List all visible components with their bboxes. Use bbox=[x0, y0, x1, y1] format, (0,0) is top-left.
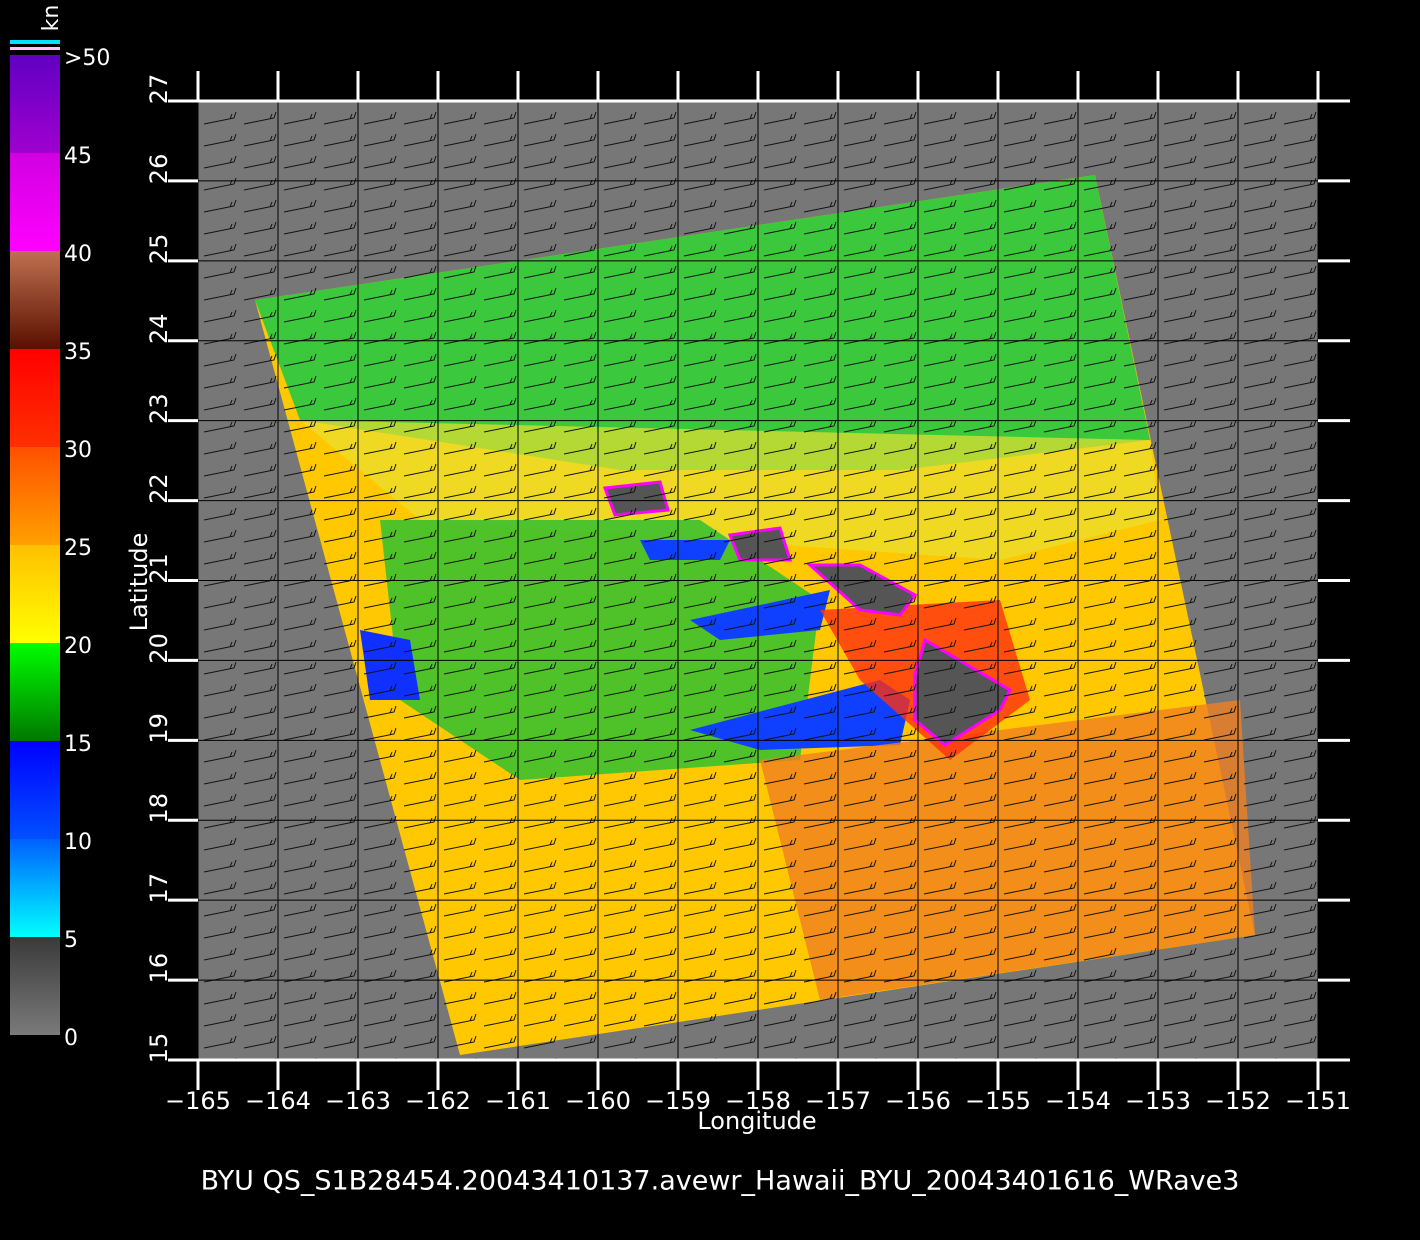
colorbar-unit: kn bbox=[39, 5, 64, 32]
x-axis-label: Longitude bbox=[697, 1107, 816, 1135]
x-tick-label: −157 bbox=[805, 1087, 871, 1115]
y-tick-label: 25 bbox=[145, 234, 173, 265]
colorbar-band bbox=[10, 447, 60, 545]
colorbar-tick-label: 40 bbox=[64, 242, 92, 267]
colorbar-band bbox=[10, 643, 60, 741]
axes: −165 −164 −163 −162 −161 −160 −159 −158 −157 −156… bbox=[145, 71, 1351, 1115]
colorbar-tick-label: >50 bbox=[64, 46, 110, 71]
map-area bbox=[198, 101, 1318, 1060]
x-tick-label: −165 bbox=[165, 1087, 231, 1115]
y-tick-label: 17 bbox=[145, 873, 173, 904]
colorbar: 0 5 10 15 20 25 30 35 40 45 >50 bbox=[10, 40, 110, 1051]
colorbar-tick-label: 5 bbox=[64, 928, 78, 953]
y-tick-label: 23 bbox=[145, 393, 173, 424]
y-tick-label: 20 bbox=[145, 633, 173, 664]
x-tick-label: −163 bbox=[325, 1087, 391, 1115]
grid bbox=[198, 101, 1318, 1060]
colorbar-band bbox=[10, 937, 60, 1035]
colorbar-tick-label: 10 bbox=[64, 830, 92, 855]
x-tick-label: −152 bbox=[1205, 1087, 1271, 1115]
x-tick-label: −162 bbox=[405, 1087, 471, 1115]
x-tick-label: −159 bbox=[645, 1087, 711, 1115]
x-tick-label: −153 bbox=[1125, 1087, 1191, 1115]
x-tick-label: −151 bbox=[1285, 1087, 1351, 1115]
x-tick-label: −164 bbox=[245, 1087, 311, 1115]
y-axis-label: Latitude bbox=[125, 533, 153, 632]
colorbar-band bbox=[10, 741, 60, 839]
y-tick-label: 27 bbox=[145, 74, 173, 105]
y-tick-label: 24 bbox=[145, 313, 173, 344]
x-tick-label: −155 bbox=[965, 1087, 1031, 1115]
colorbar-cap bbox=[10, 40, 60, 44]
x-tick-label: −160 bbox=[565, 1087, 631, 1115]
y-tick-label: 22 bbox=[145, 473, 173, 504]
colorbar-tick-label: 0 bbox=[64, 1026, 78, 1051]
x-tick-label: −158 bbox=[725, 1087, 791, 1115]
colorbar-band bbox=[10, 153, 60, 251]
colorbar-tick-label: 20 bbox=[64, 634, 92, 659]
x-tick-label: −161 bbox=[485, 1087, 551, 1115]
y-tick-label: 16 bbox=[145, 953, 173, 984]
y-tick-label: 21 bbox=[145, 553, 173, 584]
colorbar-tick-label: 35 bbox=[64, 340, 92, 365]
y-tick-label: 19 bbox=[145, 713, 173, 744]
colorbar-tick-label: 45 bbox=[64, 144, 92, 169]
colorbar-tick-label: 15 bbox=[64, 732, 92, 757]
x-tick-label: −156 bbox=[885, 1087, 951, 1115]
colorbar-band bbox=[10, 55, 60, 153]
colorbar-tick-label: 30 bbox=[64, 438, 92, 463]
colorbar-band bbox=[10, 839, 60, 937]
colorbar-tick-label: 25 bbox=[64, 536, 92, 561]
y-tick-label: 26 bbox=[145, 154, 173, 185]
colorbar-band bbox=[10, 251, 60, 349]
x-tick-label: −154 bbox=[1045, 1087, 1111, 1115]
colorbar-cap bbox=[10, 47, 60, 50]
figure-title: BYU QS_S1B28454.20043410137.avewr_Hawaii… bbox=[201, 1166, 1240, 1197]
colorbar-band bbox=[10, 545, 60, 643]
y-tick-label: 18 bbox=[145, 793, 173, 824]
colorbar-band bbox=[10, 349, 60, 447]
y-tick-label: 15 bbox=[145, 1033, 173, 1064]
